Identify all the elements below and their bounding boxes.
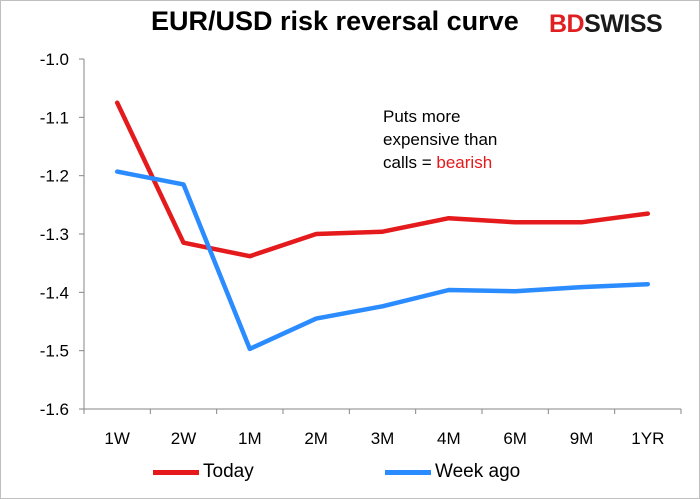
- x-tick-label: 9M: [570, 429, 594, 448]
- x-tick-label: 4M: [437, 429, 461, 448]
- annotation-highlight-bearish: bearish: [436, 153, 493, 172]
- x-tick-label: 2W: [171, 429, 197, 448]
- x-tick-label: 1M: [238, 429, 262, 448]
- y-tick-label: -1.1: [40, 108, 69, 127]
- logo-part-bd: BD: [549, 10, 585, 38]
- y-tick-label: -1.6: [40, 400, 69, 419]
- legend-item-today: Today: [153, 457, 254, 487]
- legend-item-week-ago: Week ago: [385, 457, 520, 487]
- annotation-line-2: expensive than: [383, 130, 498, 149]
- y-tick-label: -1.5: [40, 342, 69, 361]
- legend-swatch-today: [153, 469, 199, 475]
- series-line-week-ago: [114, 169, 651, 352]
- chart-legend: Today Week ago: [1, 457, 699, 487]
- x-tick-label: 6M: [503, 429, 527, 448]
- bdswiss-logo: BDSWISS: [549, 10, 663, 39]
- chart-title: EUR/USD risk reversal curve: [151, 6, 519, 36]
- annotation-line-3: calls = bearish: [383, 151, 497, 174]
- y-tick-label: -1.3: [40, 225, 69, 244]
- legend-swatch-week-ago: [385, 469, 431, 475]
- x-tick-label: 1W: [104, 429, 130, 448]
- chart-annotation: Puts more expensive than calls = bearish: [383, 105, 497, 174]
- annotation-line-1: Puts more: [383, 107, 461, 126]
- y-tick-label: -1.0: [40, 50, 69, 69]
- y-tick-label: -1.2: [40, 167, 69, 186]
- x-tick-label: 3M: [371, 429, 395, 448]
- y-tick-label: -1.4: [40, 283, 69, 302]
- legend-label-today: Today: [203, 461, 254, 482]
- logo-part-swiss: SWISS: [584, 10, 663, 38]
- legend-label-week-ago: Week ago: [435, 461, 521, 482]
- title-row: EUR/USD risk reversal curve BDSWISS: [1, 3, 699, 43]
- annotation-line-3-prefix: calls =: [383, 153, 437, 172]
- x-tick-label: 1YR: [631, 429, 664, 448]
- x-tick-label: 2M: [304, 429, 328, 448]
